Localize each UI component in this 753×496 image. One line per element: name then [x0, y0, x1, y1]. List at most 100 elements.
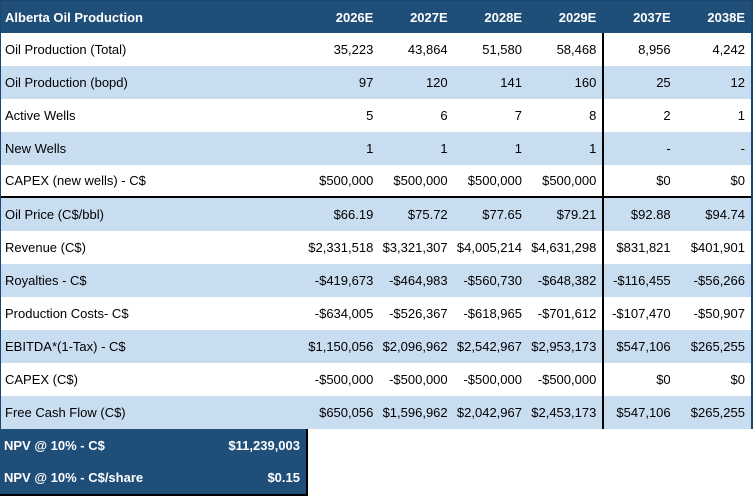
- cell-value: $0: [602, 363, 676, 396]
- cell-value: $500,000: [467, 173, 522, 188]
- cell-value: $0: [730, 173, 745, 188]
- cell-value: $79.21: [556, 207, 597, 222]
- cell-value: 2: [602, 99, 676, 132]
- cell-value: $265,255: [690, 339, 745, 354]
- table-title: Alberta Oil Production: [5, 9, 143, 25]
- row-label: Oil Price (C$/bbl): [5, 207, 104, 222]
- row-label: Oil Production (Total): [5, 42, 127, 57]
- cell-value: 1: [589, 141, 597, 156]
- cell-value: 1: [366, 141, 374, 156]
- cell-value: -$701,612: [537, 306, 597, 321]
- row-label: Oil Production (bopd): [5, 75, 128, 90]
- cell-value: $831,821: [602, 231, 676, 264]
- year-column-header-2026e: 2026E: [335, 9, 374, 25]
- cell-value: -$634,005: [314, 306, 374, 321]
- cell-value: $500,000: [542, 173, 597, 188]
- cell-value: 8,956: [602, 33, 676, 66]
- cell-value: -$648,382: [537, 273, 597, 288]
- projection-table: Alberta Oil Production 2026E 2027E 2028E…: [0, 0, 753, 429]
- cell-value: -$107,470: [602, 297, 676, 330]
- npv-total-value: $11,239,003: [228, 437, 300, 453]
- row-label: EBITDA*(1-Tax) - C$: [5, 339, 126, 354]
- cell-value: 160: [574, 75, 597, 90]
- cell-value: -$526,367: [389, 306, 448, 321]
- cell-value: $547,106: [602, 396, 676, 429]
- row-label: Production Costs- C$: [5, 306, 129, 321]
- cell-value: -$618,965: [463, 306, 522, 321]
- table-row: Revenue (C$) $2,331,518 $3,321,307 $4,00…: [1, 231, 751, 264]
- year-column-header-2028e: 2028E: [484, 9, 522, 25]
- cell-value: -$500,000: [463, 372, 522, 387]
- cell-value: 6: [440, 108, 448, 123]
- cell-value: $3,321,307: [382, 240, 448, 255]
- table-row: Royalties - C$ -$419,673 -$464,983 -$560…: [1, 264, 751, 297]
- cell-value: 1: [737, 108, 745, 123]
- cell-value: 43,864: [407, 42, 448, 57]
- table-row: Oil Production (bopd) 97 120 141 160 25 …: [1, 66, 751, 99]
- npv-total-label: NPV @ 10% - C$: [4, 437, 105, 453]
- cell-value: $75.72: [407, 207, 448, 222]
- table-row: Production Costs- C$ -$634,005 -$526,367…: [1, 297, 751, 330]
- year-column-header-2029e: 2029E: [558, 9, 597, 25]
- cell-value: -: [740, 141, 745, 156]
- cell-value: -$500,000: [389, 372, 448, 387]
- cell-value: $0: [730, 372, 745, 387]
- table-row: Oil Production (Total) 35,223 43,864 51,…: [1, 33, 751, 66]
- cell-value: $4,005,214: [456, 240, 522, 255]
- cell-value: 58,468: [556, 42, 597, 57]
- cell-value: 35,223: [333, 42, 374, 57]
- cell-value: $500,000: [393, 173, 448, 188]
- cell-value: 25: [602, 66, 676, 99]
- row-label: Active Wells: [5, 108, 76, 123]
- cell-value: -$116,455: [602, 264, 676, 297]
- cell-value: $1,150,056: [308, 339, 374, 354]
- cell-value: -$500,000: [537, 372, 597, 387]
- cell-value: -: [602, 132, 676, 165]
- cell-value: $547,106: [602, 330, 676, 363]
- cell-value: $500,000: [319, 173, 374, 188]
- cell-value: $650,056: [319, 405, 374, 420]
- cell-value: 7: [514, 108, 522, 123]
- row-label: Free Cash Flow (C$): [5, 405, 126, 420]
- row-label: New Wells: [5, 141, 67, 156]
- cell-value: 1: [440, 141, 448, 156]
- cell-value: $265,255: [690, 405, 745, 420]
- cell-value: $77.65: [482, 207, 522, 222]
- cell-value: 8: [589, 108, 597, 123]
- cell-value: 4,242: [712, 42, 745, 57]
- cell-value: $4,631,298: [531, 240, 597, 255]
- cell-value: $94.74: [705, 207, 745, 222]
- cell-value: 120: [425, 75, 448, 90]
- cell-value: 12: [730, 75, 745, 90]
- cell-value: 97: [358, 75, 374, 90]
- npv-per-share-value: $0.15: [267, 470, 300, 486]
- cell-value: 5: [366, 108, 374, 123]
- cell-value: 51,580: [482, 42, 522, 57]
- table-row: Free Cash Flow (C$) $650,056 $1,596,962 …: [1, 396, 751, 429]
- year-column-header-2038e: 2038E: [707, 9, 745, 25]
- cell-value: -$464,983: [389, 273, 448, 288]
- cell-value: $2,331,518: [308, 240, 374, 255]
- row-label: Revenue (C$): [5, 240, 86, 255]
- npv-total-row: NPV @ 10% - C$ $11,239,003: [0, 429, 306, 462]
- cell-value: -$560,730: [463, 273, 522, 288]
- row-label: CAPEX (new wells) - C$: [5, 173, 146, 188]
- cell-value: $401,901: [690, 240, 745, 255]
- table-row: CAPEX (new wells) - C$ $500,000 $500,000…: [1, 165, 751, 198]
- cell-value: $2,042,967: [456, 405, 522, 420]
- table-row: Active Wells 5 6 7 8 2 1: [1, 99, 751, 132]
- cell-value: $66.19: [333, 207, 374, 222]
- npv-summary-block: NPV @ 10% - C$ $11,239,003 NPV @ 10% - C…: [0, 429, 308, 496]
- row-label: CAPEX (C$): [5, 372, 78, 387]
- year-column-header-2027e: 2027E: [410, 9, 448, 25]
- cell-value: $92.88: [602, 198, 676, 231]
- table-row: CAPEX (C$) -$500,000 -$500,000 -$500,000…: [1, 363, 751, 396]
- cell-value: -$50,907: [693, 306, 745, 321]
- table-body: Oil Production (Total) 35,223 43,864 51,…: [1, 33, 751, 429]
- table-row: New Wells 1 1 1 1 - -: [1, 132, 751, 165]
- cell-value: $2,453,173: [531, 405, 597, 420]
- cell-value: -$419,673: [314, 273, 374, 288]
- table-row: EBITDA*(1-Tax) - C$ $1,150,056 $2,096,96…: [1, 330, 751, 363]
- npv-per-share-label: NPV @ 10% - C$/share: [4, 470, 144, 486]
